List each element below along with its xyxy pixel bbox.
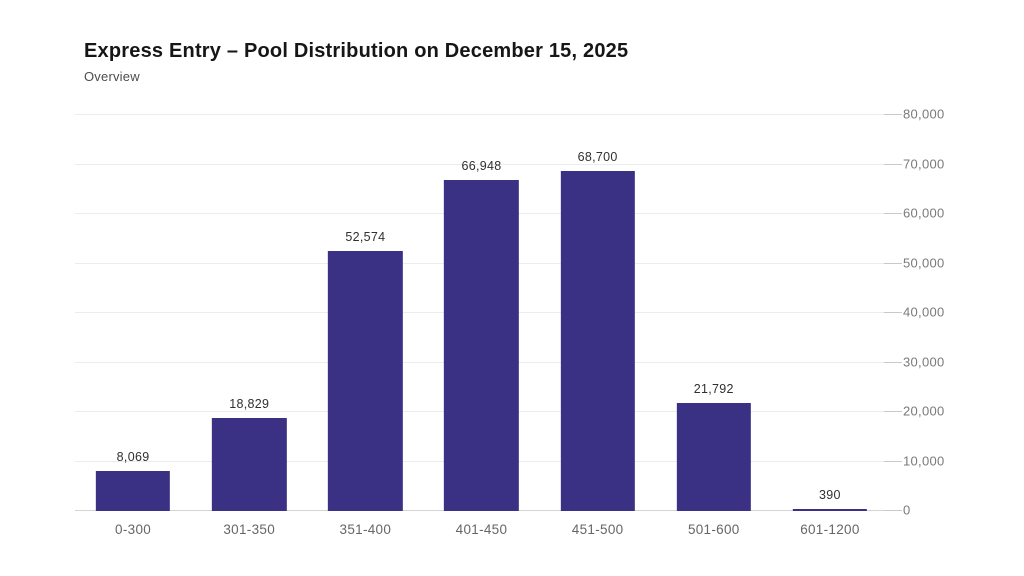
- y-axis-tick: [884, 510, 902, 511]
- y-axis-tick: [884, 460, 902, 462]
- y-tick-label: 60,000: [903, 205, 945, 221]
- y-tick-label: 20,000: [903, 403, 945, 419]
- chart-title: Express Entry – Pool Distribution on Dec…: [84, 40, 629, 62]
- y-axis-tick: [884, 213, 902, 214]
- bar-slot: 68,700 451-500: [540, 115, 656, 537]
- bar-value-label: 68,700: [577, 149, 618, 164]
- x-category-label: 451-500: [571, 522, 624, 537]
- bar-value-label: 21,792: [693, 382, 734, 397]
- bar-slot: 390 601-1200: [772, 115, 888, 537]
- bar-value-label: 8,069: [116, 450, 150, 465]
- bar-slot: 18,829 301-350: [191, 115, 307, 537]
- y-tick-label: 40,000: [903, 304, 945, 320]
- bar: [676, 403, 751, 511]
- y-axis-tick: [884, 114, 902, 115]
- chart-subtitle: Overview: [84, 69, 140, 84]
- bar: [212, 417, 287, 511]
- y-axis-tick: [884, 361, 902, 363]
- y-tick-label: 70,000: [903, 156, 945, 171]
- y-axis-tick: [884, 411, 902, 412]
- plot-area: 0 10,000 20,000 30,000 40,000 50,000 60,000 70,…: [75, 107, 944, 537]
- y-tick-label: 30,000: [903, 354, 945, 369]
- x-category-label: 301-350: [223, 522, 276, 537]
- bar-value-label: 66,948: [461, 158, 502, 173]
- y-axis-tick: [884, 262, 902, 264]
- x-category-label: 401-450: [455, 522, 508, 537]
- bar: [95, 471, 171, 511]
- bar: [328, 250, 403, 511]
- bar-value-label: 18,829: [229, 396, 270, 411]
- gridline: 70,000: [75, 156, 944, 171]
- y-tick-label: 10,000: [903, 453, 945, 468]
- bar: [444, 179, 519, 511]
- bar-value-label: 52,574: [345, 229, 386, 244]
- x-category-label: 601-1200: [800, 522, 860, 537]
- bar-slot: 21,792 501-600: [656, 115, 772, 537]
- x-category-label: 501-600: [687, 522, 740, 537]
- y-tick-label: 50,000: [903, 255, 945, 270]
- bar-slot: 66,948 401-450: [423, 115, 539, 537]
- bar-value-label: 390: [819, 488, 841, 503]
- bars-layer: 8,069 0-300 18,829 301-350 52,574 351-400 66,9…: [75, 115, 888, 537]
- bar-slot: 52,574 351-400: [307, 115, 423, 537]
- bar: [560, 170, 635, 511]
- y-axis-tick: [884, 312, 902, 313]
- x-category-label: 0-300: [115, 522, 152, 537]
- gridline: 80,000: [75, 107, 944, 122]
- x-category-label: 351-400: [339, 522, 392, 537]
- y-tick-label: 0: [903, 502, 911, 518]
- y-axis-tick: [884, 163, 902, 165]
- y-tick-label: 80,000: [903, 106, 945, 122]
- bar: [792, 509, 868, 511]
- bar-slot: 8,069 0-300: [75, 115, 191, 537]
